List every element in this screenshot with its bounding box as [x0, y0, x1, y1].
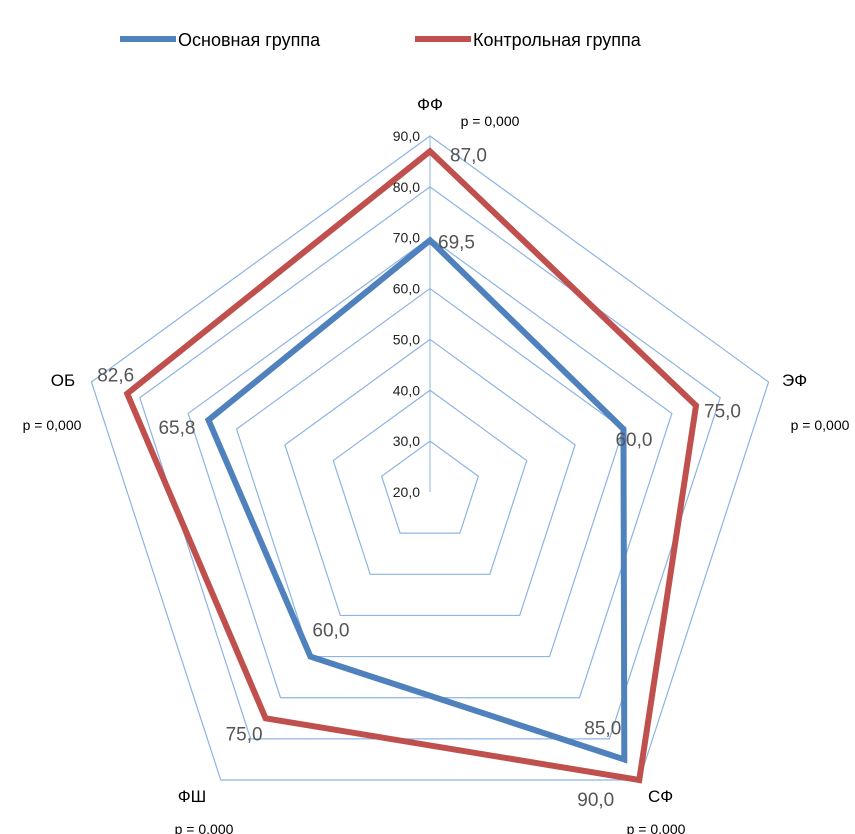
axis-label: ОБ — [51, 371, 75, 390]
p-value-label: p = 0,000 — [23, 417, 82, 433]
tick-label: 50,0 — [393, 331, 420, 347]
grid-ring — [235, 287, 625, 658]
tick-label: 70,0 — [393, 230, 420, 246]
radar-grid — [90, 135, 770, 781]
data-label: 90,0 — [577, 790, 614, 811]
data-label: 82,6 — [97, 366, 134, 387]
data-label: 60,0 — [615, 430, 652, 451]
data-label: 69,5 — [438, 232, 475, 253]
p-value-label: p = 0,000 — [175, 821, 234, 834]
grid-ring — [284, 338, 576, 617]
tick-label: 80,0 — [393, 179, 420, 195]
axis-label: ЭФ — [782, 371, 807, 390]
series-line-main — [204, 236, 628, 764]
data-label: 75,0 — [226, 724, 263, 745]
tick-label: 60,0 — [393, 281, 420, 297]
axis-label: ФШ — [178, 787, 207, 806]
data-label: 60,0 — [312, 621, 349, 642]
tick-label: 30,0 — [393, 433, 420, 449]
p-value-label: p = 0,000 — [791, 417, 850, 433]
data-labels: 69,5 60,0 85,0 60,0 65,8 87,0 75,0 90,0 75,0 82,6 — [97, 145, 741, 811]
p-value-label: p = 0,000 — [627, 821, 686, 834]
series-lines — [123, 147, 700, 784]
p-value-label: p = 0,000 — [461, 113, 520, 129]
data-label: 65,8 — [158, 418, 195, 439]
legend-label-main: Основная группа — [178, 30, 321, 50]
tick-label: 40,0 — [393, 382, 420, 398]
axis-label: ФФ — [417, 95, 443, 114]
legend-label-control: Контрольная группа — [473, 30, 642, 50]
axis-label: СФ — [648, 787, 673, 806]
grid-ring — [380, 440, 480, 534]
grid-ring — [332, 389, 528, 575]
tick-labels: 20,0 30,0 40,0 50,0 60,0 70,0 80,0 90,0 — [393, 128, 420, 500]
legend: Основная группа Контрольная группа — [120, 30, 642, 50]
axis-labels: ФФ p = 0,000 ЭФ p = 0,000 СФ p = 0,000 ФШ p = 0… — [23, 95, 850, 834]
data-label: 85,0 — [584, 718, 621, 739]
grid-ring — [90, 135, 770, 781]
series-line-control — [123, 147, 700, 784]
tick-label: 20,0 — [393, 484, 420, 500]
tick-label: 90,0 — [393, 128, 420, 144]
data-label: 87,0 — [450, 145, 487, 166]
data-label: 75,0 — [704, 402, 741, 423]
grid-ring — [139, 186, 721, 740]
